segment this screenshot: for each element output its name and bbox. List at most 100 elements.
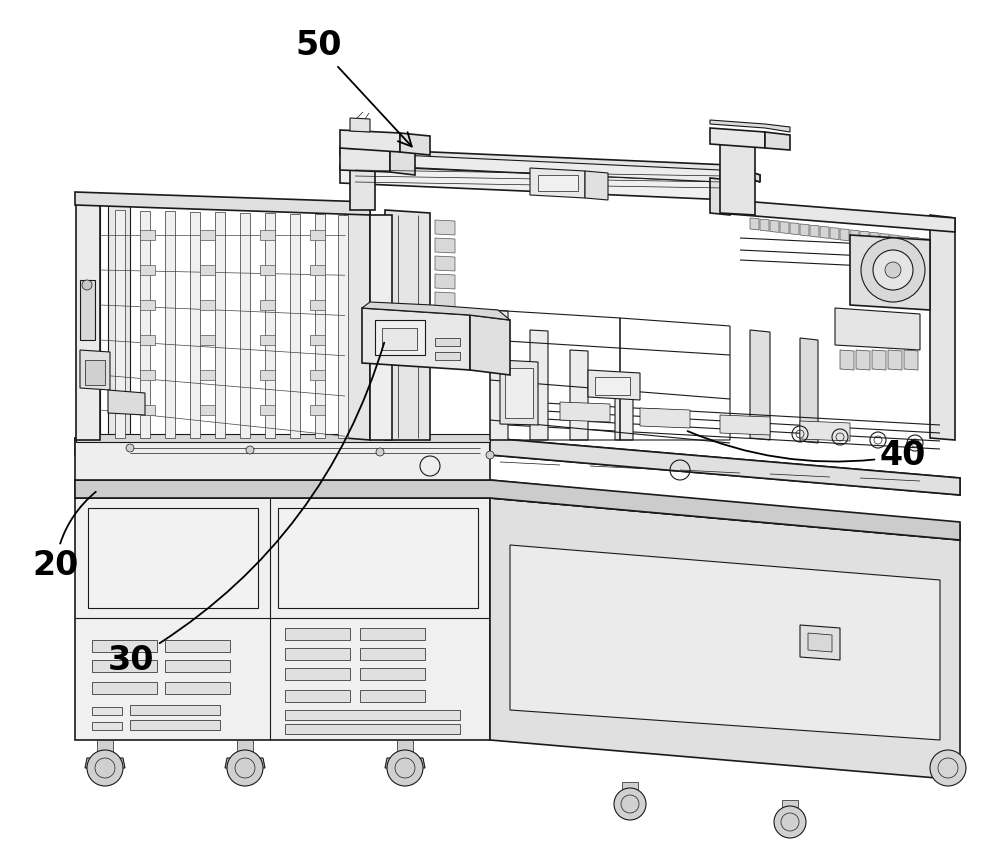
Polygon shape xyxy=(315,214,325,438)
Polygon shape xyxy=(560,402,610,422)
Bar xyxy=(92,707,122,715)
Polygon shape xyxy=(810,225,819,237)
Polygon shape xyxy=(290,214,300,438)
Polygon shape xyxy=(835,308,920,350)
Bar xyxy=(260,265,275,275)
Bar xyxy=(310,230,325,240)
Polygon shape xyxy=(840,350,854,370)
Polygon shape xyxy=(904,350,918,370)
Polygon shape xyxy=(400,133,430,155)
Polygon shape xyxy=(640,408,690,428)
Bar xyxy=(140,370,155,380)
Polygon shape xyxy=(850,230,859,242)
Polygon shape xyxy=(75,480,960,540)
Polygon shape xyxy=(780,221,789,233)
Polygon shape xyxy=(880,233,889,245)
Bar xyxy=(310,335,325,345)
Polygon shape xyxy=(530,168,585,198)
Polygon shape xyxy=(350,118,370,132)
Bar xyxy=(92,682,157,694)
Bar xyxy=(310,370,325,380)
Bar xyxy=(360,690,425,702)
Text: 20: 20 xyxy=(32,492,96,582)
Polygon shape xyxy=(350,165,375,210)
Text: 50: 50 xyxy=(295,29,412,147)
Circle shape xyxy=(861,238,925,302)
Bar xyxy=(92,722,122,730)
Polygon shape xyxy=(730,200,955,232)
Polygon shape xyxy=(790,223,799,235)
Circle shape xyxy=(227,750,263,786)
Polygon shape xyxy=(888,350,902,370)
Polygon shape xyxy=(80,350,110,390)
Polygon shape xyxy=(890,235,899,247)
Polygon shape xyxy=(340,130,400,152)
Circle shape xyxy=(486,451,494,459)
Text: 40: 40 xyxy=(688,431,926,472)
Polygon shape xyxy=(710,120,790,132)
Bar xyxy=(260,370,275,380)
Polygon shape xyxy=(435,256,455,271)
Polygon shape xyxy=(385,210,430,440)
Polygon shape xyxy=(570,350,588,440)
Polygon shape xyxy=(830,227,839,239)
Polygon shape xyxy=(265,213,275,438)
Bar xyxy=(260,405,275,415)
Polygon shape xyxy=(490,310,508,440)
Polygon shape xyxy=(435,328,455,343)
Polygon shape xyxy=(710,178,730,215)
Polygon shape xyxy=(75,192,370,215)
Polygon shape xyxy=(435,220,455,235)
Polygon shape xyxy=(435,310,455,325)
Bar xyxy=(140,230,155,240)
Polygon shape xyxy=(435,274,455,289)
Polygon shape xyxy=(800,421,850,441)
Polygon shape xyxy=(770,221,779,233)
Bar xyxy=(285,710,460,720)
Polygon shape xyxy=(345,205,370,440)
Bar xyxy=(200,405,215,415)
Polygon shape xyxy=(397,740,413,758)
Bar xyxy=(505,368,533,418)
Bar xyxy=(165,682,230,694)
Polygon shape xyxy=(710,128,765,148)
Bar xyxy=(538,175,578,191)
Polygon shape xyxy=(76,434,490,442)
Polygon shape xyxy=(340,165,730,200)
Polygon shape xyxy=(435,346,455,361)
Polygon shape xyxy=(490,438,960,495)
Polygon shape xyxy=(490,498,960,780)
Polygon shape xyxy=(237,740,253,758)
Bar xyxy=(595,377,630,395)
Bar xyxy=(278,508,478,608)
Polygon shape xyxy=(910,237,919,249)
Polygon shape xyxy=(860,231,869,243)
Polygon shape xyxy=(340,148,390,172)
Bar xyxy=(85,360,105,385)
Bar xyxy=(310,265,325,275)
Text: 30: 30 xyxy=(108,342,384,677)
Polygon shape xyxy=(75,438,960,495)
Polygon shape xyxy=(370,215,392,440)
Polygon shape xyxy=(76,195,100,440)
Circle shape xyxy=(376,448,384,456)
Polygon shape xyxy=(225,758,265,768)
Bar xyxy=(92,660,157,672)
Circle shape xyxy=(87,750,123,786)
Bar xyxy=(435,352,460,360)
Polygon shape xyxy=(75,498,490,740)
Polygon shape xyxy=(240,213,250,438)
Polygon shape xyxy=(820,227,829,239)
Polygon shape xyxy=(856,350,870,370)
Bar xyxy=(200,230,215,240)
Bar xyxy=(140,405,155,415)
Bar xyxy=(140,335,155,345)
Polygon shape xyxy=(385,758,425,768)
Polygon shape xyxy=(215,212,225,438)
Circle shape xyxy=(82,280,92,290)
Polygon shape xyxy=(760,219,769,231)
Bar xyxy=(165,660,230,672)
Bar xyxy=(200,370,215,380)
Polygon shape xyxy=(920,239,929,251)
Polygon shape xyxy=(510,545,940,740)
